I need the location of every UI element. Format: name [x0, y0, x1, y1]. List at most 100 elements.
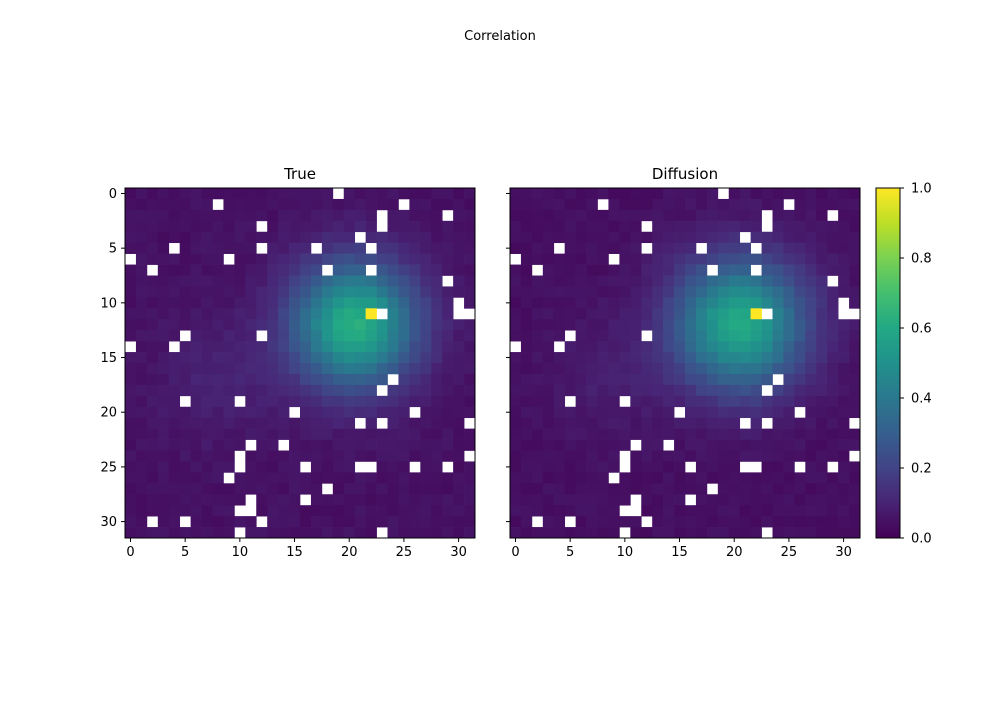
heatmap-cell [520, 220, 533, 233]
heatmap-cell [267, 384, 279, 397]
heatmap-cell [409, 373, 421, 386]
heatmap-cell [234, 220, 246, 233]
heatmap-cell [300, 209, 312, 222]
heatmap-cell [398, 209, 410, 222]
heatmap-cell [575, 253, 587, 265]
heatmap-cell [398, 275, 410, 287]
heatmap-cell [343, 472, 356, 484]
heatmap-cell [575, 417, 587, 429]
heatmap-cell [706, 198, 719, 211]
heatmap-cell [223, 275, 235, 287]
heatmap-cell [695, 395, 708, 408]
heatmap-cell [706, 395, 719, 408]
heatmap-cell [695, 384, 708, 397]
heatmap-cell [739, 505, 751, 517]
heatmap-cell [663, 516, 675, 528]
heatmap-cell [267, 352, 279, 364]
heatmap-cell [695, 341, 708, 353]
heatmap-cell [190, 264, 202, 276]
heatmap-cell [695, 198, 708, 211]
heatmap-cell [761, 494, 773, 506]
heatmap-cell [190, 330, 202, 342]
heatmap-cell [805, 275, 817, 287]
heatmap-cell [717, 220, 730, 233]
heatmap-cell [553, 384, 566, 397]
heatmap-cell [706, 188, 719, 200]
heatmap-cell [442, 330, 454, 342]
heatmap-cell [442, 198, 454, 211]
heatmap-cell [706, 527, 719, 539]
heatmap-cell [663, 373, 675, 386]
heatmap-cell [553, 231, 566, 244]
heatmap-cell [387, 395, 399, 408]
heatmap-cell [256, 494, 268, 506]
heatmap-cell [838, 253, 850, 265]
heatmap-cell [685, 231, 697, 244]
heatmap-cell [190, 319, 202, 331]
heatmap-cell [300, 450, 312, 462]
heatmap-cell [179, 363, 191, 375]
heatmap-cell [630, 253, 642, 265]
heatmap-cell [398, 363, 410, 375]
heatmap-cell [190, 373, 202, 386]
heatmap-cell [464, 439, 476, 451]
heatmap-cell [398, 352, 410, 364]
heatmap-cell [278, 516, 290, 528]
heatmap-cell [575, 242, 587, 254]
heatmap-cell [728, 297, 741, 309]
heatmap-cell [663, 188, 675, 200]
heatmap-cell [190, 209, 202, 222]
heatmap-cell [398, 450, 410, 462]
heatmap-cell [387, 439, 399, 451]
heatmap-cell [464, 286, 476, 298]
heatmap-cell [542, 242, 555, 254]
heatmap-cell [321, 439, 334, 451]
heatmap-cell [234, 384, 246, 397]
heatmap-cell [135, 395, 148, 408]
heatmap-cell [146, 395, 159, 408]
heatmap-cell [597, 308, 609, 320]
heatmap-cell [343, 373, 356, 386]
heatmap-cell [608, 395, 620, 408]
heatmap-cell [179, 209, 191, 222]
heatmap-cell [289, 384, 301, 397]
heatmap-cell [608, 516, 620, 528]
heatmap-cell [321, 395, 334, 408]
heatmap-cell [663, 406, 675, 419]
heatmap-cell [695, 472, 708, 484]
heatmap-cell [453, 363, 465, 375]
heatmap-cell [442, 286, 454, 298]
heatmap-cell [838, 461, 850, 473]
heatmap-cell [674, 330, 686, 342]
heatmap-cell [289, 330, 301, 342]
heatmap-cell [212, 209, 224, 222]
heatmap-cell [464, 209, 476, 222]
heatmap-cell [619, 286, 631, 298]
heatmap-cell [685, 319, 697, 331]
heatmap-cell [376, 286, 388, 298]
heatmap-cell [354, 527, 366, 539]
heatmap-cell [652, 373, 664, 386]
heatmap-cell [717, 395, 730, 408]
heatmap-cell [652, 363, 664, 375]
heatmap-cell [201, 428, 213, 440]
heatmap-cell [179, 450, 191, 462]
heatmap-cell [553, 220, 566, 233]
heatmap-cell [553, 188, 566, 200]
heatmap-cell [685, 472, 697, 484]
heatmap-cell [695, 516, 708, 528]
heatmap-cell [321, 188, 334, 200]
heatmap-cell [212, 341, 224, 353]
heatmap-cell [849, 505, 861, 517]
heatmap-cell [223, 483, 235, 495]
heatmap-cell [190, 406, 202, 419]
heatmap-cell [234, 264, 246, 276]
heatmap-cell [234, 483, 246, 495]
heatmap-cell [685, 308, 697, 320]
heatmap-cell [409, 395, 421, 408]
heatmap-cell [135, 373, 148, 386]
heatmap-cell [343, 352, 356, 364]
heatmap-cell [223, 363, 235, 375]
heatmap-cell [816, 297, 828, 309]
heatmap-cell [739, 286, 751, 298]
